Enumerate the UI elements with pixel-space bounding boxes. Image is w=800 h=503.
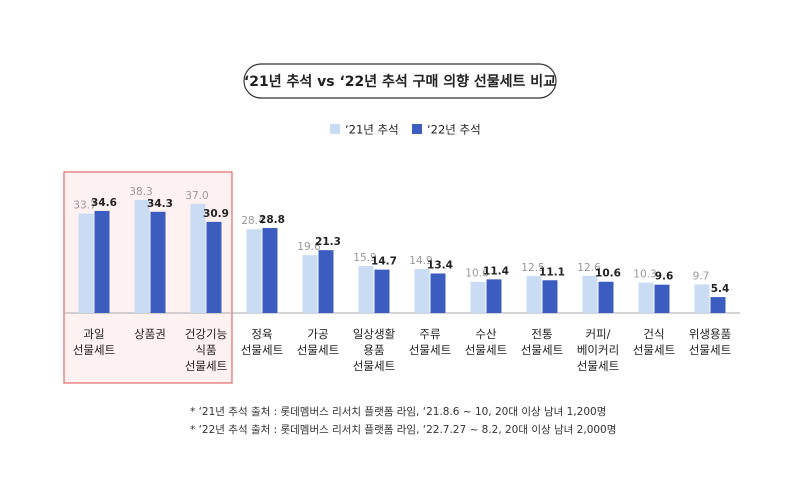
value-label: 9.6 [655, 271, 674, 283]
x-tick-label: 위생용품 선물세트 [688, 327, 732, 357]
legend-label: ‘22년 추석 [427, 123, 481, 137]
bar [374, 269, 390, 313]
value-label: 12.6 [577, 262, 601, 274]
value-label: 33.7 [73, 200, 96, 212]
bar [414, 269, 430, 313]
x-tick-label: 상품권 [134, 327, 166, 341]
footnote: * ‘22년 추석 출처 : 롯데멤버스 리서치 플랫폼 라임, ‘22.7.2… [190, 424, 617, 436]
bar [262, 228, 278, 313]
legend-swatch [412, 124, 422, 134]
bar [150, 211, 166, 313]
x-tick-label: 과일 선물세트 [72, 327, 116, 357]
x-tick-label: 주류 선물세트 [408, 327, 452, 357]
bar [246, 229, 262, 313]
bar [542, 280, 558, 313]
x-tick-label: 수산 선물세트 [464, 327, 508, 357]
bar [302, 255, 318, 313]
value-label: 14.9 [409, 255, 432, 267]
value-label: 19.6 [297, 241, 321, 253]
bar [710, 297, 726, 313]
bar [526, 276, 542, 313]
value-label: 34.6 [91, 197, 117, 209]
bar [598, 281, 614, 313]
value-label: 15.9 [353, 252, 376, 264]
value-label: 5.4 [711, 283, 730, 295]
value-label: 13.4 [427, 259, 453, 271]
value-label: 11.4 [483, 265, 509, 277]
value-label: 12.5 [521, 262, 544, 274]
value-label: 11.1 [539, 266, 565, 278]
chart-title: ‘21년 추석 vs ‘22년 추석 구매 의향 선물세트 비교 [244, 73, 556, 90]
value-label: 37.0 [185, 190, 208, 202]
bar [638, 282, 654, 313]
value-label: 34.3 [147, 198, 173, 210]
value-label: 14.7 [371, 256, 397, 268]
x-tick-label: 정육 선물세트 [240, 327, 284, 357]
x-tick-label: 전통 선물세트 [520, 327, 564, 357]
x-tick-label: 일상생활 용품 선물세트 [352, 327, 396, 373]
x-tick-label: 가공 선물세트 [296, 327, 340, 357]
title-box [243, 63, 557, 99]
value-label: 10.3 [633, 269, 656, 281]
bar [654, 284, 670, 313]
value-label: 10.6 [595, 268, 621, 280]
bar [134, 200, 150, 313]
value-label: 9.7 [693, 270, 710, 282]
x-tick-label: 건강기능 식품 선물세트 [184, 327, 228, 373]
legend-swatch [330, 124, 340, 134]
bar [582, 275, 598, 313]
footnote: * ‘21년 추석 출처 : 롯데멤버스 리서치 플랫폼 라임, ‘21.8.6… [190, 406, 607, 418]
bar [190, 203, 206, 313]
x-tick-label: 건식 선물세트 [632, 327, 676, 357]
value-label: 21.3 [315, 236, 341, 248]
bar [358, 266, 374, 313]
legend-label: ‘21년 추석 [345, 123, 399, 137]
bar [486, 279, 502, 313]
value-label: 28.4 [241, 215, 265, 227]
bar [470, 281, 486, 313]
value-label: 30.9 [203, 208, 229, 220]
bar [694, 284, 710, 313]
x-tick-label: 커피/ 베이커리 선물세트 [576, 327, 620, 373]
bar [94, 210, 110, 313]
bar [318, 250, 334, 313]
bar [78, 213, 94, 313]
value-label: 10.6 [465, 268, 489, 280]
bar [206, 221, 222, 313]
value-label: 38.3 [129, 186, 152, 198]
bar [430, 273, 446, 313]
value-label: 28.8 [259, 214, 285, 226]
